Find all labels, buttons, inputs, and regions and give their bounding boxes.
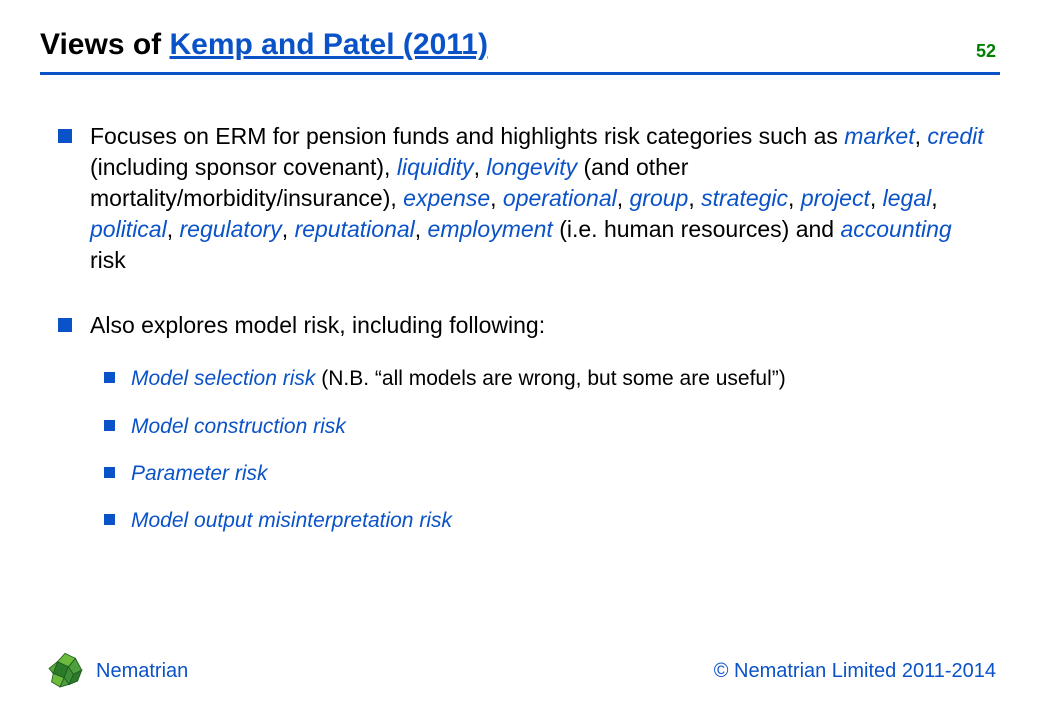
footer-left: Nematrian bbox=[44, 650, 188, 692]
sub-bullet-marker-icon bbox=[104, 372, 115, 383]
bullet-item: Focuses on ERM for pension funds and hig… bbox=[58, 121, 990, 276]
emphasis-term: accounting bbox=[840, 216, 951, 242]
emphasis-term: regulatory bbox=[180, 216, 282, 242]
text-run: , bbox=[617, 185, 630, 211]
page-number: 52 bbox=[976, 41, 1000, 62]
text-run: , bbox=[931, 185, 937, 211]
text-run: , bbox=[474, 154, 487, 180]
copyright-text: © Nematrian Limited 2011-2014 bbox=[714, 660, 996, 683]
emphasis-term: Model selection risk bbox=[131, 367, 315, 390]
emphasis-term: credit bbox=[927, 123, 983, 149]
title-prefix: Views of bbox=[40, 28, 170, 61]
sub-bullet-text: Parameter risk bbox=[131, 460, 268, 487]
sub-bullet-item: Model selection risk (N.B. “all models a… bbox=[104, 365, 990, 392]
slide-footer: Nematrian © Nematrian Limited 2011-2014 bbox=[40, 650, 1000, 700]
text-run: , bbox=[490, 185, 503, 211]
emphasis-term: political bbox=[90, 216, 167, 242]
sub-bullet-text: Model selection risk (N.B. “all models a… bbox=[131, 365, 786, 392]
brand-name: Nematrian bbox=[96, 660, 188, 683]
emphasis-term: reputational bbox=[295, 216, 415, 242]
text-run: (N.B. “all models are wrong, but some ar… bbox=[315, 367, 785, 390]
sub-bullet-marker-icon bbox=[104, 420, 115, 431]
text-run: Also explores model risk, including foll… bbox=[90, 312, 545, 338]
slide-content: Focuses on ERM for pension funds and hig… bbox=[40, 121, 1000, 650]
emphasis-term: Model output misinterpretation risk bbox=[131, 509, 452, 532]
slide-title: Views of Kemp and Patel (2011) bbox=[40, 28, 488, 62]
sub-bullet-marker-icon bbox=[104, 514, 115, 525]
sub-bullet-item: Model output misinterpretation risk bbox=[104, 507, 990, 534]
text-run: , bbox=[688, 185, 701, 211]
text-run: Focuses on ERM for pension funds and hig… bbox=[90, 123, 844, 149]
emphasis-term: expense bbox=[403, 185, 490, 211]
emphasis-term: project bbox=[801, 185, 870, 211]
sub-bullet-item: Parameter risk bbox=[104, 460, 990, 487]
text-run: , bbox=[415, 216, 428, 242]
emphasis-term: legal bbox=[883, 185, 932, 211]
sub-bullet-list: Model selection risk (N.B. “all models a… bbox=[104, 365, 990, 534]
text-run: , bbox=[870, 185, 883, 211]
sub-bullet-item: Model construction risk bbox=[104, 413, 990, 440]
sub-bullet-text: Model output misinterpretation risk bbox=[131, 507, 452, 534]
text-run: (i.e. human resources) and bbox=[553, 216, 841, 242]
emphasis-term: operational bbox=[503, 185, 617, 211]
text-run: (including sponsor covenant), bbox=[90, 154, 397, 180]
bullet-marker-icon bbox=[58, 318, 72, 332]
slide: Views of Kemp and Patel (2011) 52 Focuse… bbox=[0, 0, 1040, 720]
bullet-text: Also explores model risk, including foll… bbox=[90, 310, 545, 341]
title-citation-link[interactable]: Kemp and Patel (2011) bbox=[170, 28, 488, 61]
emphasis-term: longevity bbox=[486, 154, 577, 180]
emphasis-term: Model construction risk bbox=[131, 415, 346, 438]
emphasis-term: Parameter risk bbox=[131, 462, 268, 485]
slide-header: Views of Kemp and Patel (2011) 52 bbox=[40, 28, 1000, 75]
emphasis-term: employment bbox=[428, 216, 553, 242]
emphasis-term: market bbox=[844, 123, 914, 149]
bullet-marker-icon bbox=[58, 129, 72, 143]
text-run: , bbox=[788, 185, 801, 211]
text-run: , bbox=[282, 216, 295, 242]
sub-bullet-text: Model construction risk bbox=[131, 413, 346, 440]
emphasis-term: strategic bbox=[701, 185, 788, 211]
text-run: , bbox=[915, 123, 928, 149]
text-run: risk bbox=[90, 247, 126, 273]
emphasis-term: group bbox=[630, 185, 689, 211]
bullet-text: Focuses on ERM for pension funds and hig… bbox=[90, 121, 990, 276]
emphasis-term: liquidity bbox=[397, 154, 474, 180]
text-run: , bbox=[167, 216, 180, 242]
bullet-item: Also explores model risk, including foll… bbox=[58, 310, 990, 341]
nematrian-logo-icon bbox=[44, 650, 86, 692]
sub-bullet-marker-icon bbox=[104, 467, 115, 478]
